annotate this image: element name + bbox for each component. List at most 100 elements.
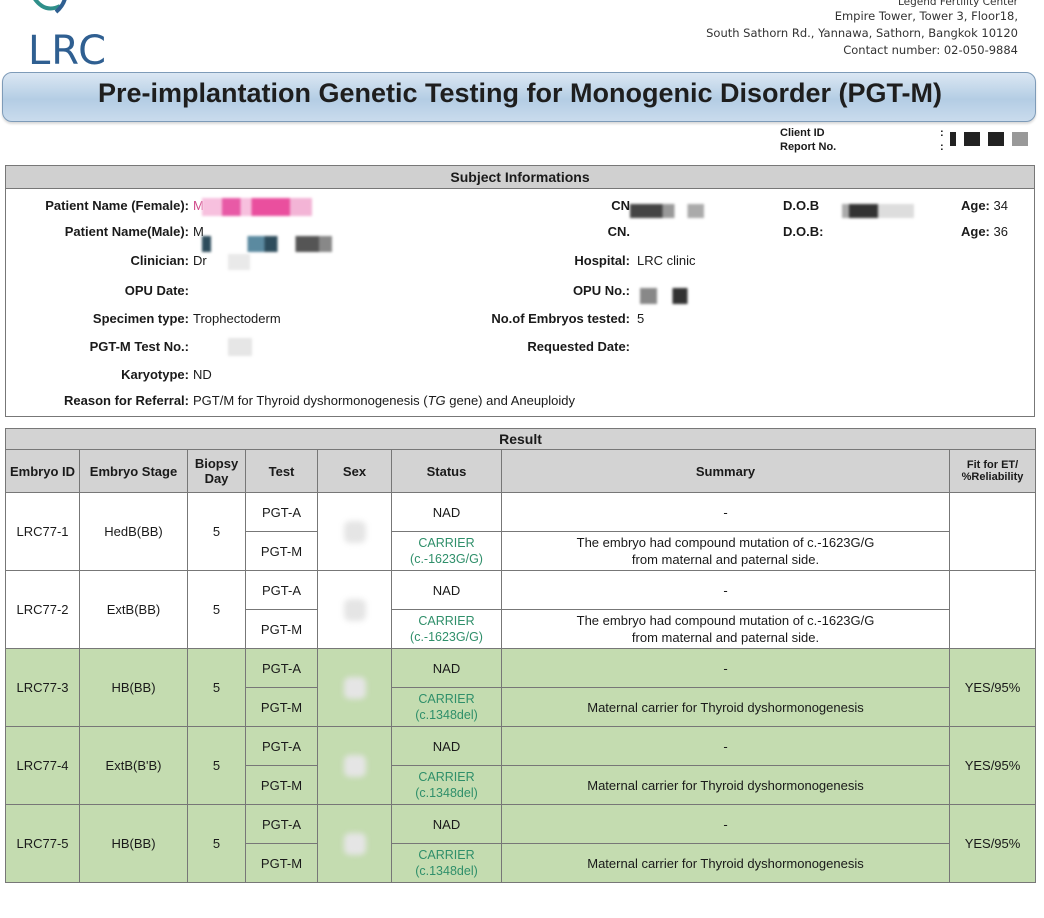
test-name: PGT-A <box>245 648 318 688</box>
sex-redacted <box>317 648 392 727</box>
summary-pgt-a: - <box>501 648 950 688</box>
biopsy-day: 5 <box>187 570 246 649</box>
redacted-opu-no <box>640 288 708 304</box>
age-female: Age: 34 <box>961 198 1008 213</box>
status-carrier: CARRIER (c.1348del) <box>391 687 502 727</box>
lrc-logo: LRC <box>14 0 124 74</box>
opu-date-label: OPU Date: <box>124 283 189 298</box>
logo-swirl-icon <box>33 0 67 14</box>
test-name: PGT-A <box>245 570 318 610</box>
redacted-cn-female <box>630 204 704 218</box>
center-name: Legend Fertility Center <box>897 0 1018 8</box>
report-no-label: Report No. <box>780 141 837 153</box>
col-embryo-id: Embryo ID <box>5 449 80 493</box>
subject-heading: Subject Informations <box>6 166 1034 189</box>
status-carrier: CARRIER (c.-1623G/G) <box>391 609 502 649</box>
test-no-label: PGT-M Test No.: <box>89 339 189 354</box>
fit-reliability <box>948 492 1037 571</box>
status-carrier: CARRIER (c.1348del) <box>391 765 502 805</box>
embryo-stage: HB(BB) <box>79 648 188 727</box>
table-row: LRC77-2 ExtB(BB) 5 PGT-A NAD - <box>5 570 1037 649</box>
female-name-value: M <box>193 198 204 213</box>
status-nad: NAD <box>391 570 502 610</box>
biopsy-day: 5 <box>187 648 246 727</box>
redacted-clinician <box>228 254 250 270</box>
specimen-type-value: Trophectoderm <box>193 311 281 326</box>
summary-pgt-m: Maternal carrier for Thyroid dyshormonog… <box>501 843 950 883</box>
fit-reliability: YES/95% <box>948 726 1037 805</box>
embryo-id: LRC77-3 <box>5 648 80 727</box>
karyotype-value: ND <box>193 367 212 382</box>
clinician-label: Clinician: <box>130 253 189 268</box>
logo-text: LRC <box>28 28 108 74</box>
address-line-1: Empire Tower, Tower 3, Floor18, <box>834 9 1018 23</box>
table-row: LRC77-1 HedB(BB) 5 PGT-A NAD - <box>5 492 1037 571</box>
redacted-female-name <box>202 198 312 216</box>
summary-pgt-a: - <box>501 804 950 844</box>
age-male: Age: 36 <box>961 224 1008 239</box>
embryo-id: LRC77-5 <box>5 804 80 883</box>
specimen-type-label: Specimen type: <box>92 311 189 326</box>
biopsy-day: 5 <box>187 726 246 805</box>
status-carrier: CARRIER (c.1348del) <box>391 843 502 883</box>
embryo-id: LRC77-4 <box>5 726 80 805</box>
table-row: PGT-M CARRIER (c.1348del) Maternal carrier … <box>6 687 1036 727</box>
embryo-stage: HB(BB) <box>79 804 188 883</box>
embryo-stage: ExtB(BB) <box>79 570 188 649</box>
summary-pgt-a: - <box>501 726 950 766</box>
table-row: LRC77-5 HB(BB) 5 PGT-A NAD - YES/95% <box>5 804 1037 883</box>
sex-redacted <box>317 726 392 805</box>
client-id-label: Client ID <box>780 127 825 139</box>
summary-pgt-a: - <box>501 492 950 532</box>
requested-date-label: Requested Date: <box>527 339 630 354</box>
col-summary: Summary <box>501 449 950 493</box>
opu-no-label: OPU No.: <box>572 283 630 298</box>
col-fit-reliability: Fit for ET/%Reliability <box>948 449 1037 493</box>
sex-redacted <box>317 804 392 883</box>
fit-reliability <box>948 570 1037 649</box>
status-nad: NAD <box>391 648 502 688</box>
report-ids: Client ID Report No. : : <box>780 126 1028 154</box>
test-name: PGT-A <box>245 726 318 766</box>
cn-female-label: CN <box>611 198 630 213</box>
hospital-label: Hospital: <box>574 253 630 268</box>
embryos-tested-value: 5 <box>637 311 645 326</box>
summary-pgt-m: The embryo had compound mutation of c.-1… <box>501 609 950 649</box>
fit-reliability: YES/95% <box>948 648 1037 727</box>
center-info: Legend Fertility Center Empire Tower, To… <box>706 0 1018 59</box>
table-row: PGT-M CARRIER (c.1348del) Maternal carrier … <box>6 843 1036 883</box>
summary-pgt-m: Maternal carrier for Thyroid dyshormonog… <box>501 687 950 727</box>
reason-label: Reason for Referral: <box>64 393 189 408</box>
biopsy-day: 5 <box>187 492 246 571</box>
test-name: PGT-A <box>245 492 318 532</box>
col-sex: Sex <box>317 449 392 493</box>
col-embryo-stage: Embryo Stage <box>79 449 188 493</box>
result-heading: Result <box>4 428 1037 450</box>
reason-value: PGT/M for Thyroid dyshormonogenesis (TG … <box>193 393 576 408</box>
female-name-label: Patient Name (Female): <box>45 198 189 213</box>
test-name: PGT-A <box>245 804 318 844</box>
result-table: Result Embryo ID Embryo Stage Biopsy Day… <box>4 428 1037 883</box>
test-name: PGT-M <box>245 843 318 883</box>
dob-male-label: D.O.B: <box>783 224 824 239</box>
summary-pgt-m: Maternal carrier for Thyroid dyshormonog… <box>501 765 950 805</box>
redacted-male-name <box>202 236 332 252</box>
karyotype-label: Karyotype: <box>121 367 189 382</box>
col-test: Test <box>245 449 318 493</box>
embryo-id: LRC77-2 <box>5 570 80 649</box>
test-name: PGT-M <box>245 765 318 805</box>
sex-redacted <box>317 492 392 571</box>
title-banner <box>2 72 1036 122</box>
sex-redacted <box>317 570 392 649</box>
redacted-dob-female <box>842 204 914 218</box>
table-row: LRC77-4 ExtB(B'B) 5 PGT-A NAD - YES/95% <box>5 726 1037 805</box>
col-status: Status <box>391 449 502 493</box>
status-nad: NAD <box>391 804 502 844</box>
embryos-tested-label: No.of Embryos tested: <box>491 311 630 326</box>
table-row: PGT-M CARRIER (c.1348del) Maternal carrier … <box>6 765 1036 805</box>
summary-pgt-m: The embryo had compound mutation of c.-1… <box>501 531 950 571</box>
test-name: PGT-M <box>245 531 318 571</box>
clinician-value: Dr <box>193 253 207 268</box>
test-name: PGT-M <box>245 609 318 649</box>
address-line-2: South Sathorn Rd., Yannawa, Sathorn, Ban… <box>706 26 1018 40</box>
